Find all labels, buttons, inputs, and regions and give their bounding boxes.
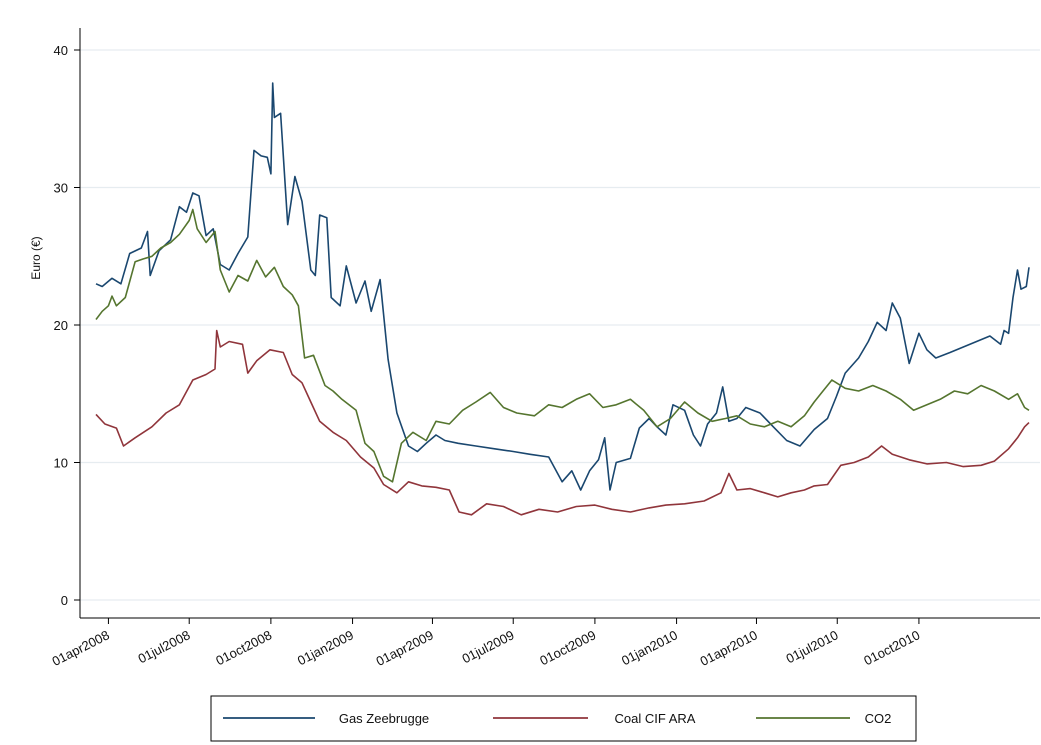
- legend-label-0: Gas Zeebrugge: [339, 711, 429, 726]
- series-line-2: [95, 208, 1030, 483]
- series-layer: [95, 82, 1030, 516]
- x-tick-label-01jan2009: 01jan2009: [295, 627, 356, 668]
- y-tick-label-30: 30: [54, 181, 68, 196]
- series-line-1: [95, 329, 1030, 516]
- y-axis-title: Euro (€): [29, 236, 43, 279]
- y-tick-label-20: 20: [54, 318, 68, 333]
- x-tick-label-01oct2009: 01oct2009: [537, 627, 598, 668]
- y-tick-label-40: 40: [54, 43, 68, 58]
- axes-layer: 0 10 20 30 40 01apr2008 01jul2008 01oct2008 01ja…: [50, 28, 1040, 669]
- legend: Gas Zeebrugge Coal CIF ARA CO2: [210, 695, 917, 742]
- x-tick-label-01oct2008: 01oct2008: [213, 627, 274, 668]
- x-tick-label-01apr2009: 01apr2009: [374, 627, 436, 669]
- x-tick-label-01jul2010: 01jul2010: [784, 627, 841, 666]
- x-tick-label-01apr2010: 01apr2010: [698, 627, 760, 669]
- y-tick-label-10: 10: [54, 456, 68, 471]
- x-tick-label-01jul2009: 01jul2009: [460, 627, 517, 666]
- x-tick-label-01jan2010: 01jan2010: [619, 627, 680, 668]
- grid-layer: [80, 49, 1040, 601]
- x-tick-label-01oct2010: 01oct2010: [861, 627, 922, 668]
- legend-label-2: CO2: [865, 711, 892, 726]
- y-tick-label-0: 0: [61, 593, 68, 608]
- x-tick-label-01jul2008: 01jul2008: [136, 627, 193, 666]
- legend-label-1: Coal CIF ARA: [615, 711, 696, 726]
- series-line-0: [95, 82, 1030, 491]
- x-tick-label-01apr2008: 01apr2008: [50, 627, 112, 669]
